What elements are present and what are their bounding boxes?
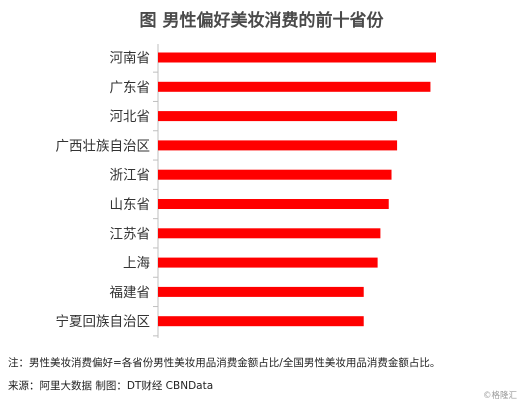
bar-7	[158, 257, 378, 268]
category-label: 河南省	[110, 51, 151, 67]
category-label: 江苏省	[110, 226, 151, 242]
category-label: 广西壮族自治区	[56, 138, 151, 154]
category-label: 上海	[123, 256, 150, 272]
category-label: 河北省	[110, 109, 151, 125]
bar-8	[158, 286, 364, 297]
chart-note: 注：男性美妆消费偏好=各省份男性美妆用品消费金额占比/全国男性美妆用品消费金额占…	[8, 357, 441, 369]
category-label: 广东省	[110, 80, 151, 96]
bar-3	[158, 140, 398, 151]
bar-2	[158, 111, 398, 122]
category-label: 宁夏回族自治区	[56, 313, 151, 330]
bar-6	[158, 228, 381, 239]
category-label: 浙江省	[110, 168, 151, 184]
watermark: ©格隆汇	[482, 391, 517, 401]
chart-source: 来源：阿里大数据 制图：DT财经 CBNData	[8, 380, 214, 392]
bar-9	[158, 316, 364, 327]
chart-title: 图 男性偏好美妆消费的前十省份	[139, 11, 384, 31]
bar-5	[158, 199, 389, 209]
category-label: 山东省	[110, 197, 151, 213]
bar-0	[158, 52, 436, 63]
category-label: 福建省	[110, 285, 151, 301]
bar-4	[158, 169, 392, 180]
bar-1	[158, 81, 431, 92]
